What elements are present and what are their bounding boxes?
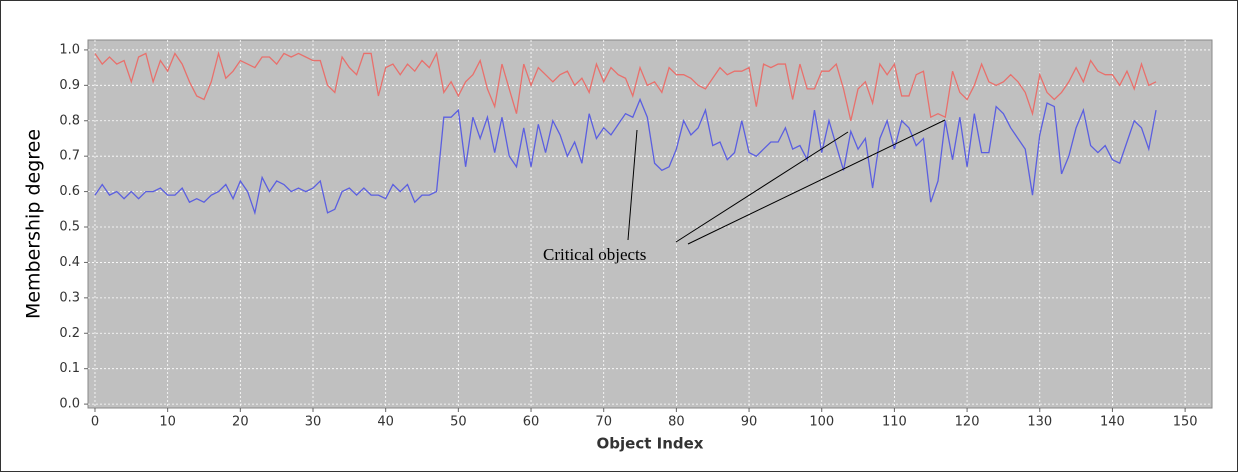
annotation: Critical objects [543,245,646,264]
x-tick-label: 140 [1100,415,1125,430]
y-tick-label: 1.0 [59,42,80,57]
x-tick-label: 80 [668,415,685,430]
lines [94,51,1157,216]
x-tick-label: 130 [1027,415,1052,430]
series-line [94,51,1157,121]
grid [84,40,1212,412]
y-tick-label: 0.6 [59,184,80,199]
y-tick-label: 0.0 [59,397,80,412]
y-tick-label: 0.1 [59,361,80,376]
y-tick-label: 0.5 [59,220,80,235]
x-tick-label: 70 [595,415,612,430]
x-tick-label: 120 [955,415,980,430]
x-axis-label: Object Index [597,435,704,453]
x-tick-label: 50 [450,415,467,430]
x-tick-label: 150 [1173,415,1198,430]
x-tick-label: 60 [523,415,540,430]
y-tick-label: 0.8 [59,113,80,128]
arrow [627,129,638,241]
x-tick-label: 90 [741,415,758,430]
x-tick-label: 30 [305,415,322,430]
y-axis-label: Membership degree [23,129,45,319]
x-tick-label: 0 [91,415,99,430]
annotation-arrows [627,119,946,245]
x-tick-label: 40 [377,415,394,430]
x-tick-label: 20 [232,415,249,430]
arrow [675,131,849,243]
y-tick-label: 0.7 [59,149,80,164]
y-tick-label: 0.2 [59,326,80,341]
x-tick-label: 110 [882,415,907,430]
y-tick-label: 0.9 [59,78,80,93]
arrow [687,119,946,245]
x-tick-label: 10 [159,415,176,430]
y-tick-label: 0.3 [59,290,80,305]
y-tick-label: 0.4 [59,255,80,270]
plot-area [87,39,1213,409]
series-line [94,97,1157,216]
x-tick-label: 100 [809,415,834,430]
